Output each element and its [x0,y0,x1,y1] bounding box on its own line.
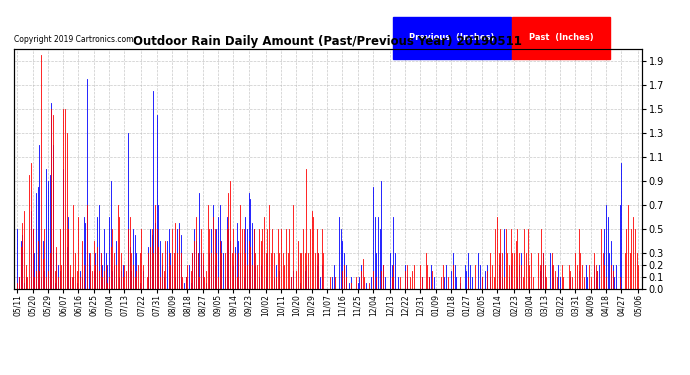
Title: Outdoor Rain Daily Amount (Past/Previous Year) 20190511: Outdoor Rain Daily Amount (Past/Previous… [133,34,522,48]
Text: Previous  (Inches): Previous (Inches) [409,33,495,42]
Text: Copyright 2019 Cartronics.com: Copyright 2019 Cartronics.com [14,35,133,44]
Text: Past  (Inches): Past (Inches) [529,33,593,42]
